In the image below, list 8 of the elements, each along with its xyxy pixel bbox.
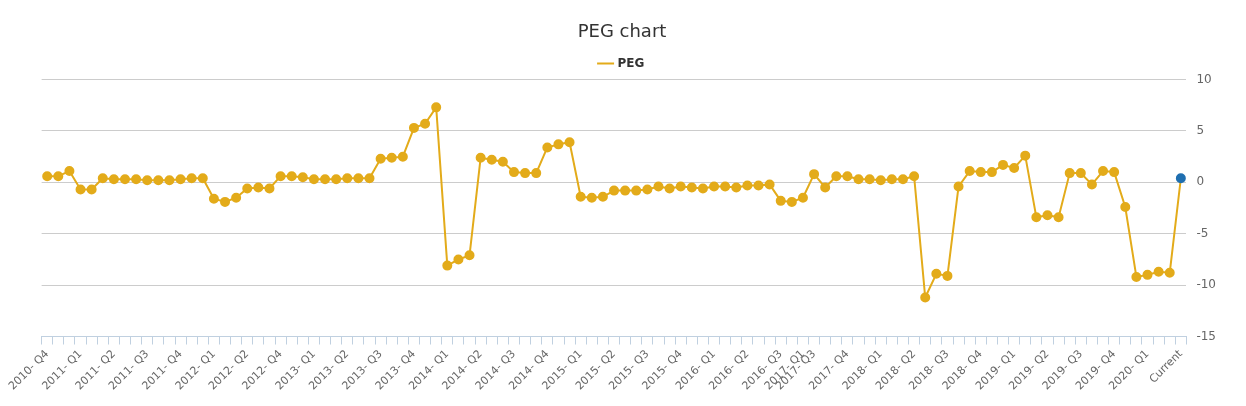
y-tick-label: 5 — [1196, 123, 1205, 138]
y-tick-label: -15 — [1196, 328, 1217, 343]
y-tick-label: 0 — [1196, 174, 1205, 189]
y-tick-label: -5 — [1196, 225, 1209, 240]
chart-title: PEG chart — [577, 20, 667, 42]
y-tick-label: -10 — [1196, 277, 1217, 292]
legend-label: PEG — [617, 55, 645, 70]
y-tick-label: 10 — [1196, 71, 1212, 86]
